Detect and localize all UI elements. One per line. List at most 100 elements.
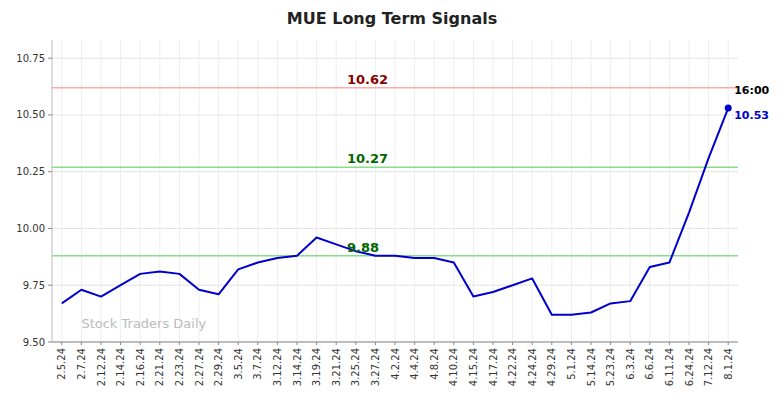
x-tick-label: 3.27.24	[370, 348, 381, 386]
x-tick-label: 4.15.24	[468, 348, 479, 386]
x-tick-label: 3.5.24	[233, 348, 244, 380]
x-tick	[395, 342, 396, 345]
x-grid-line	[395, 40, 396, 342]
x-tick	[101, 342, 102, 345]
x-tick-label: 3.12.24	[272, 348, 283, 386]
x-tick-label: 4.17.24	[488, 348, 499, 386]
x-grid-line	[61, 40, 62, 342]
x-grid-line	[297, 40, 298, 342]
x-tick	[610, 342, 611, 345]
x-tick	[571, 342, 572, 345]
grid	[52, 40, 738, 342]
axes: 9.509.7510.0010.2510.5010.752.5.242.7.24…	[16, 40, 738, 386]
x-tick	[336, 342, 337, 345]
x-tick-label: 3.14.24	[292, 348, 303, 386]
x-tick	[257, 342, 258, 345]
y-tick	[48, 58, 52, 59]
x-grid-line	[669, 40, 670, 342]
x-grid-line	[120, 40, 121, 342]
x-tick-label: 8.1.24	[723, 348, 734, 380]
x-tick-label: 3.25.24	[350, 348, 361, 386]
x-grid-line	[591, 40, 592, 342]
x-grid-line	[316, 40, 317, 342]
y-tick-label: 10.75	[16, 53, 45, 64]
plot-area	[52, 88, 738, 315]
x-tick-label: 4.10.24	[448, 348, 459, 386]
x-tick	[159, 342, 160, 345]
x-grid-line	[512, 40, 513, 342]
end-value-label: 10.53	[734, 109, 769, 122]
x-tick	[453, 342, 454, 345]
x-grid-line	[610, 40, 611, 342]
x-tick-label: 2.12.24	[96, 348, 107, 386]
x-tick	[179, 342, 180, 345]
x-grid-line	[708, 40, 709, 342]
reference-line-label: 10.27	[347, 151, 388, 166]
x-grid-line	[159, 40, 160, 342]
x-tick	[297, 342, 298, 345]
x-tick	[61, 342, 62, 345]
x-tick-label: 2.5.24	[56, 348, 67, 380]
x-tick-label: 2.16.24	[135, 348, 146, 386]
x-tick-label: 6.11.24	[664, 348, 675, 386]
labels: 10.6210.279.8816:0010.53Stock Traders Da…	[81, 72, 769, 332]
y-tick	[48, 114, 52, 115]
x-grid-line	[81, 40, 82, 342]
x-tick	[689, 342, 690, 345]
x-grid-line	[728, 40, 729, 342]
y-tick	[48, 228, 52, 229]
x-grid-line	[179, 40, 180, 342]
x-tick	[591, 342, 592, 345]
x-tick	[199, 342, 200, 345]
x-tick	[728, 342, 729, 345]
x-grid-line	[493, 40, 494, 342]
x-grid-line	[532, 40, 533, 342]
x-tick	[120, 342, 121, 345]
x-tick	[81, 342, 82, 345]
x-tick-label: 2.14.24	[115, 348, 126, 386]
x-grid-line	[649, 40, 650, 342]
y-tick-label: 10.50	[16, 109, 45, 120]
x-tick-label: 3.21.24	[331, 348, 342, 386]
y-tick	[48, 342, 52, 343]
chart-title: MUE Long Term Signals	[287, 9, 497, 28]
x-grid-line	[218, 40, 219, 342]
x-tick-label: 2.7.24	[76, 348, 87, 380]
y-tick-label: 10.25	[16, 166, 45, 177]
x-tick-label: 5.23.24	[605, 348, 616, 386]
x-tick	[140, 342, 141, 345]
x-grid-line	[257, 40, 258, 342]
y-axis-line	[52, 40, 53, 342]
x-tick-label: 2.23.24	[174, 348, 185, 386]
x-tick-label: 4.22.24	[507, 348, 518, 386]
x-grid-line	[630, 40, 631, 342]
x-tick	[277, 342, 278, 345]
x-tick-label: 5.1.24	[566, 348, 577, 380]
reference-line	[52, 87, 738, 89]
x-grid-line	[140, 40, 141, 342]
x-tick-label: 2.29.24	[213, 348, 224, 386]
x-grid-line	[414, 40, 415, 342]
x-tick-label: 4.29.24	[546, 348, 557, 386]
x-tick-label: 2.21.24	[154, 348, 165, 386]
chart-container: MUE Long Term Signals9.509.7510.0010.251…	[0, 0, 784, 398]
y-tick	[48, 171, 52, 172]
y-tick-label: 9.50	[23, 337, 45, 348]
x-grid-line	[238, 40, 239, 342]
y-tick	[48, 285, 52, 286]
x-tick-label: 6.6.24	[644, 348, 655, 380]
x-grid-line	[551, 40, 552, 342]
x-tick	[316, 342, 317, 345]
x-tick-label: 2.27.24	[194, 348, 205, 386]
x-tick-label: 3.7.24	[252, 348, 263, 380]
end-point	[725, 105, 732, 112]
x-tick-label: 4.2.24	[390, 348, 401, 380]
x-tick-label: 4.8.24	[429, 348, 440, 380]
x-tick-label: 6.3.24	[625, 348, 636, 380]
x-tick	[551, 342, 552, 345]
watermark: Stock Traders Daily	[81, 316, 206, 331]
x-tick	[669, 342, 670, 345]
x-tick	[218, 342, 219, 345]
x-grid-line	[434, 40, 435, 342]
x-tick	[473, 342, 474, 345]
